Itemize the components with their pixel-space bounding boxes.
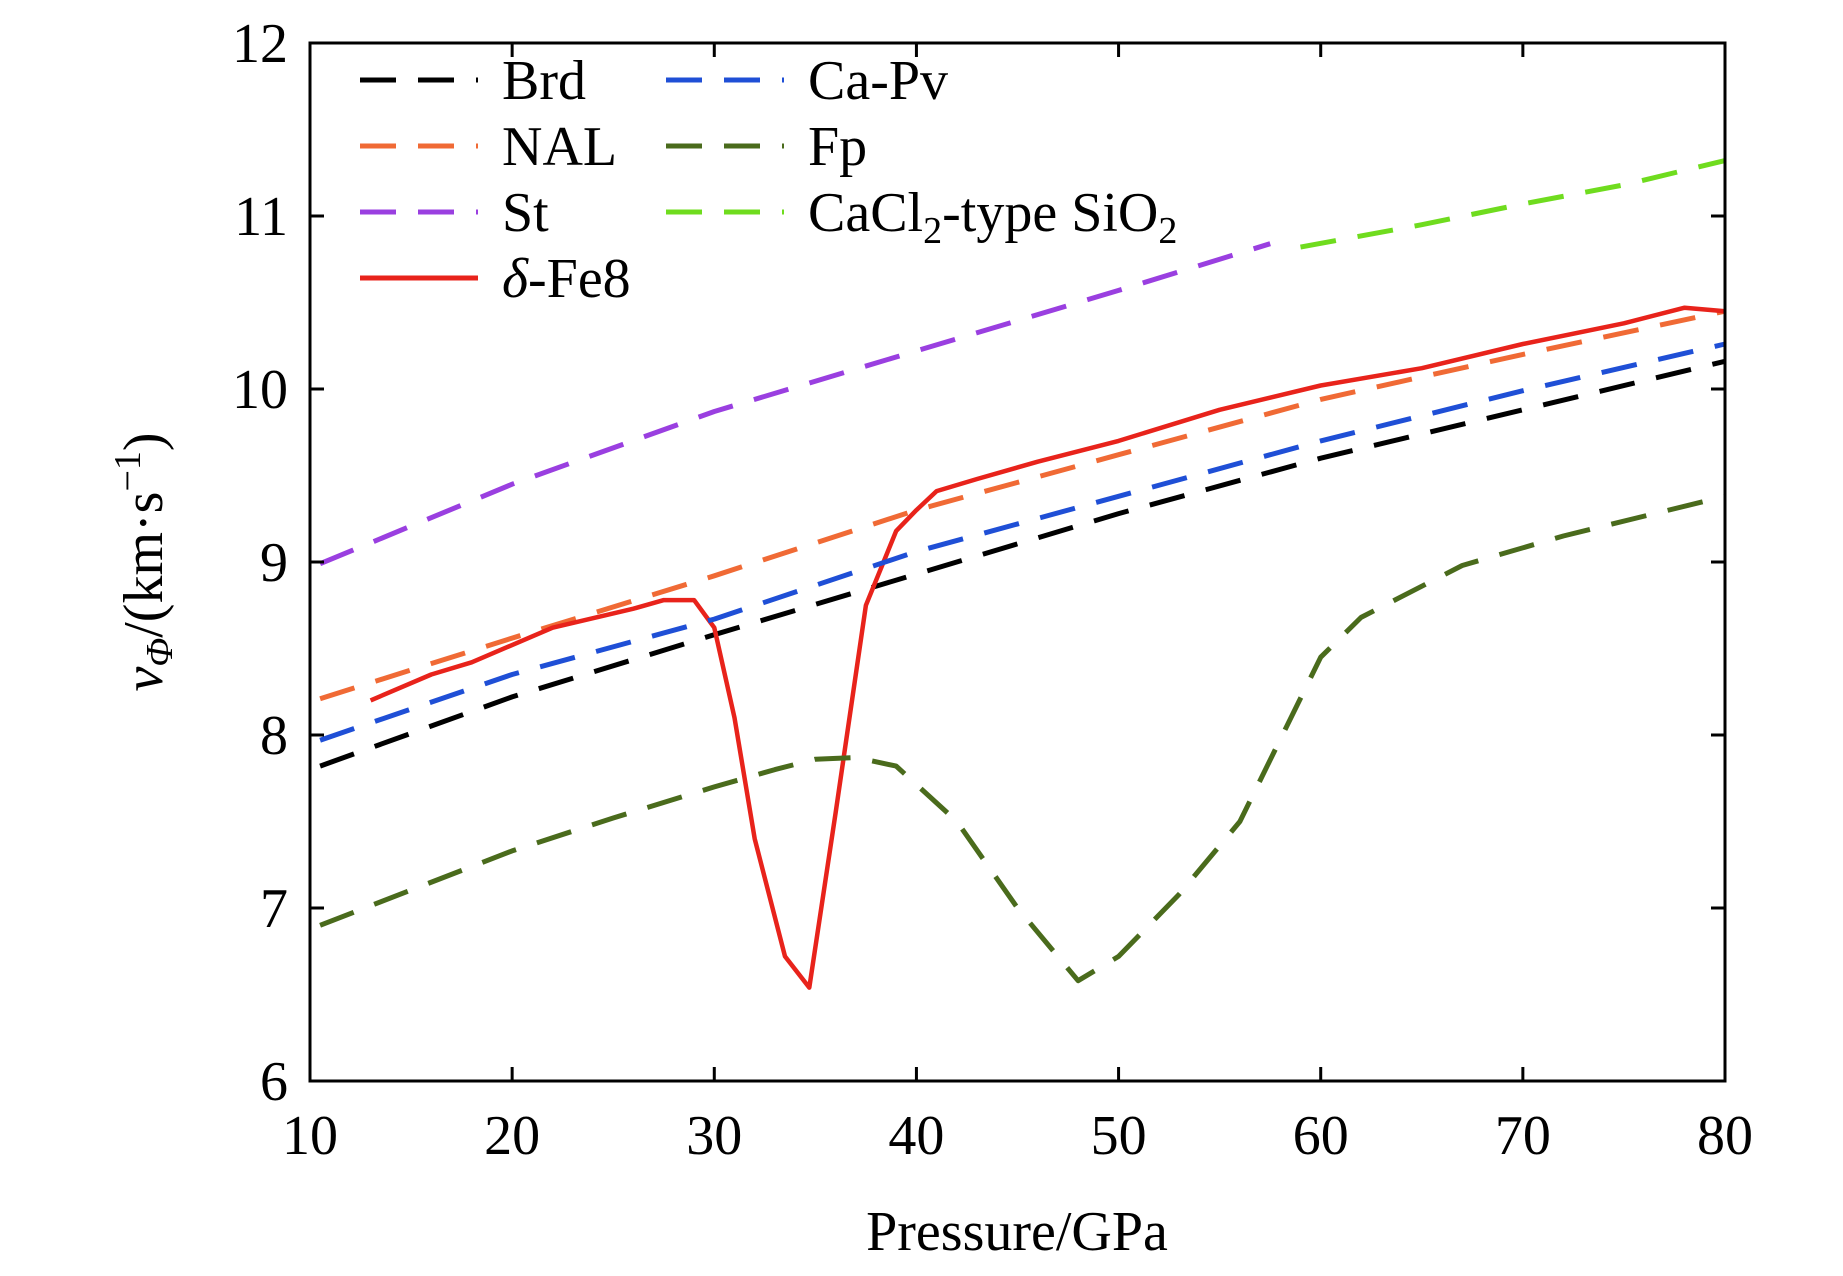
- legend-label-part: -type SiO: [942, 182, 1158, 244]
- series-line-nal: [319, 308, 1726, 702]
- y-tick-label: 12: [232, 13, 288, 75]
- y-tick-label: 10: [232, 359, 288, 421]
- y-axis-label-sub: Φ: [139, 638, 181, 667]
- x-tick-label: 10: [282, 1105, 338, 1167]
- series-line-brd: [319, 358, 1726, 769]
- x-tick-label: 80: [1697, 1105, 1753, 1167]
- series-layer: [319, 158, 1726, 990]
- series-line-fp: [319, 493, 1726, 984]
- x-tick-label: 20: [484, 1105, 540, 1167]
- y-axis-label-var: v: [113, 667, 175, 692]
- legend-label-brd: Brd: [502, 50, 586, 112]
- y-tick-label: 8: [260, 705, 288, 767]
- x-tick-label: 60: [1293, 1105, 1349, 1167]
- y-tick-label: 11: [234, 186, 288, 248]
- series-line--fe8: [369, 305, 1726, 990]
- ticks-layer: 10 20 30 40 50 60 70 80 6 7 8 9 10 11 12: [232, 13, 1753, 1167]
- legend-label-part: δ: [502, 248, 529, 310]
- x-tick-label: 70: [1495, 1105, 1551, 1167]
- series-line-cacl2-type-sio2: [1300, 158, 1726, 250]
- y-tick-label: 6: [260, 1051, 288, 1113]
- y-axis-label: vΦ/(km·s−1): [107, 432, 181, 691]
- y-tick-label: 9: [260, 532, 288, 594]
- legend-label--fe8: δ-Fe8: [502, 248, 631, 310]
- series-line-st: [319, 241, 1271, 567]
- legend-label-fp: Fp: [808, 116, 867, 178]
- x-tick-label: 30: [686, 1105, 742, 1167]
- legend-label-ca-pv: Ca-Pv: [808, 50, 948, 112]
- x-axis-label: Pressure/GPa: [866, 1201, 1168, 1263]
- y-axis-label-unit-close: ): [113, 432, 175, 451]
- series-line-ca-pv: [319, 341, 1726, 743]
- legend-label-part: -Fe8: [528, 248, 631, 310]
- legend-label-nal: NAL: [502, 116, 617, 178]
- y-axis-label-unit: /(km·s: [113, 492, 175, 638]
- legend-label-cacl2-type-sio2: CaCl2-type SiO2: [808, 182, 1177, 252]
- legend-label-part: CaCl: [808, 182, 923, 244]
- y-tick-label: 7: [260, 878, 288, 940]
- legend-label-part: 2: [1158, 210, 1177, 252]
- y-axis-label-unit-sup: −1: [107, 451, 149, 491]
- legend-label-part: 2: [923, 210, 942, 252]
- x-tick-label: 50: [1091, 1105, 1147, 1167]
- legend-label-st: St: [502, 182, 549, 244]
- x-tick-label: 40: [888, 1105, 944, 1167]
